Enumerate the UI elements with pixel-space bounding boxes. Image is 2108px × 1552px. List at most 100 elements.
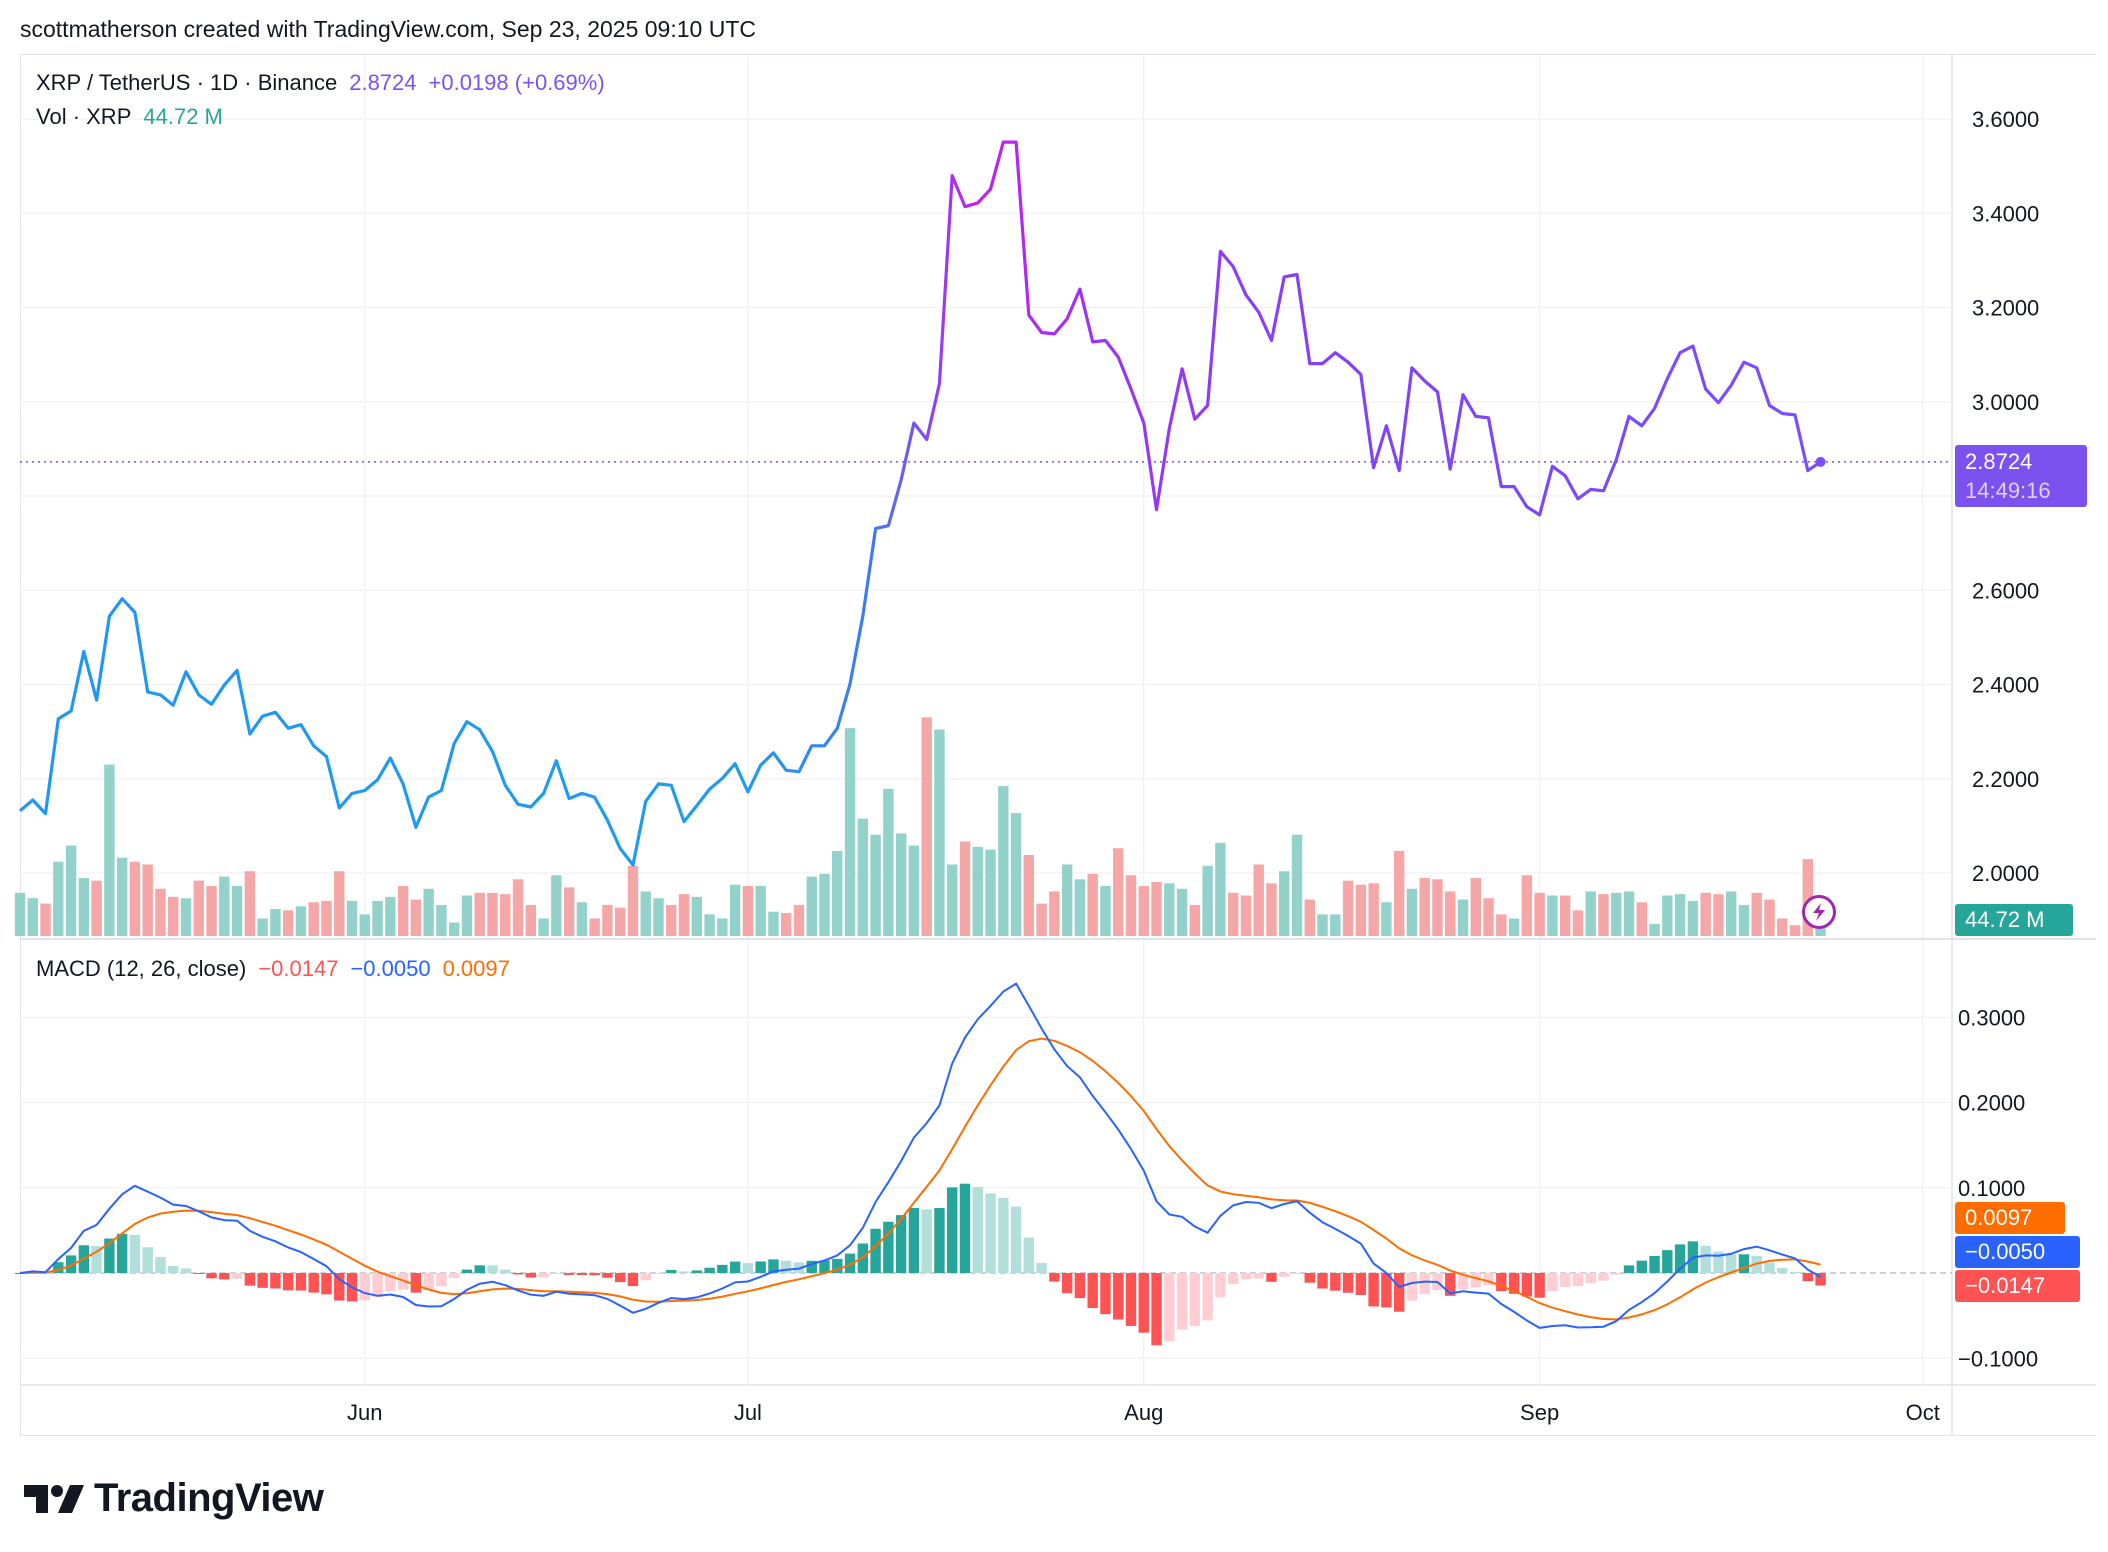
macd-histogram-bar: [65, 1255, 77, 1273]
volume-bar: [1725, 891, 1737, 936]
volume-bar: [206, 886, 217, 936]
volume-bar: [1061, 864, 1073, 936]
macd-histogram-bar: [1457, 1273, 1469, 1290]
macd-histogram-bar: [1061, 1273, 1073, 1294]
volume-bar: [1521, 875, 1533, 936]
macd-histogram-bar: [461, 1269, 473, 1273]
volume-bar: [359, 914, 370, 936]
volume-bar: [397, 886, 409, 936]
volume-bar: [1074, 879, 1086, 936]
volume-bar: [1649, 923, 1660, 936]
volume-bar: [1534, 892, 1545, 936]
volume-bar: [1419, 877, 1430, 936]
macd-histogram-bar: [423, 1273, 434, 1290]
macd-histogram-bar: [1176, 1273, 1188, 1330]
volume-bar: [1777, 918, 1788, 936]
volume-bar: [653, 898, 664, 936]
volume-bar: [883, 788, 894, 936]
volume-bar: [129, 861, 141, 936]
macd-legend: MACD (12, 26, close) −0.0147 −0.0050 0.0097: [36, 956, 522, 982]
volume-value: 44.72 M: [143, 104, 223, 129]
macd-histogram-bar: [116, 1233, 128, 1273]
tradingview-logo[interactable]: TradingView: [24, 1476, 324, 1521]
macd-histogram-bar: [448, 1273, 460, 1278]
macd-histogram-bar: [512, 1273, 524, 1275]
macd-histogram-bar: [1649, 1255, 1660, 1273]
macd-histogram-bar: [1521, 1273, 1533, 1297]
volume-bar: [1662, 895, 1673, 936]
price-tick-label: 3.0000: [1972, 390, 2039, 415]
volume-bar: [781, 913, 792, 936]
volume-bar: [1598, 894, 1609, 936]
chart-frame: [20, 54, 2096, 1436]
volume-bar: [308, 902, 319, 936]
macd-histogram-bar: [589, 1273, 600, 1276]
logo-text: TradingView: [94, 1476, 324, 1520]
volume-bar: [180, 898, 192, 936]
macd-histogram-bar: [704, 1267, 715, 1273]
macd-histogram-bar: [1789, 1271, 1801, 1273]
volume-bar: [1125, 875, 1137, 936]
macd-histogram-bar: [1291, 1273, 1303, 1274]
macd-histogram-bar: [1074, 1273, 1086, 1299]
macd-histogram-bar: [1113, 1273, 1124, 1320]
macd-tick-label: 0.3000: [1958, 1005, 2025, 1030]
chart-credit: scottmatherson created with TradingView.…: [20, 16, 756, 42]
volume-bar: [691, 896, 703, 936]
volume-bar: [947, 864, 958, 936]
volume-bar: [1010, 813, 1022, 936]
macd-histogram-bar: [1100, 1273, 1111, 1315]
macd-tick-label: −0.1000: [1958, 1346, 2038, 1371]
macd-histogram-bar: [129, 1234, 141, 1273]
macd-histogram-bar: [1445, 1273, 1456, 1296]
volume-bar: [640, 891, 651, 936]
lightning-icon[interactable]: [1802, 895, 1836, 929]
macd-histogram-bar: [1406, 1273, 1418, 1301]
macd-histogram-bar: [1585, 1273, 1596, 1284]
macd-histogram-bar: [14, 1273, 26, 1274]
volume-bar: [857, 818, 869, 936]
macd-histogram-bar: [219, 1273, 230, 1280]
volume-bar: [1764, 899, 1775, 936]
macd-histogram-bar: [895, 1215, 907, 1273]
volume-bar: [1036, 903, 1047, 936]
volume-bar: [1368, 883, 1379, 936]
volume-bar: [1789, 925, 1801, 936]
symbol-label[interactable]: XRP / TetherUS · 1D · Binance: [36, 70, 338, 95]
volume-bar: [1202, 865, 1213, 936]
macd-histogram-bar: [691, 1270, 703, 1273]
volume-bar: [1330, 914, 1341, 936]
volume-bar: [1049, 891, 1060, 936]
volume-bar: [895, 833, 907, 936]
macd-histogram-bar: [1738, 1254, 1750, 1273]
volume-bar: [104, 764, 115, 936]
macd-histogram-bar: [1049, 1273, 1060, 1282]
macd-histogram-bar: [729, 1261, 741, 1273]
macd-histogram-bar: [142, 1247, 153, 1273]
price-tick-label: 2.4000: [1972, 673, 2039, 698]
macd-histogram-bar: [1266, 1273, 1277, 1282]
volume-bar: [1176, 888, 1188, 936]
macd-line-badge: −0.0050: [1955, 1236, 2080, 1268]
time-tick-label: Sep: [1520, 1400, 1559, 1425]
volume-bar: [1636, 902, 1647, 936]
price-badge: 2.8724 14:49:16: [1955, 445, 2087, 507]
volume-bar: [1457, 899, 1469, 936]
volume-bar: [844, 728, 856, 936]
macd-histogram-bar: [1496, 1273, 1507, 1292]
macd-histogram-bar: [193, 1273, 204, 1274]
macd-histogram-bar: [231, 1273, 243, 1279]
macd-label[interactable]: MACD (12, 26, close): [36, 956, 247, 981]
volume-label[interactable]: Vol · XRP: [36, 104, 132, 129]
macd-histogram-bar: [1164, 1273, 1175, 1342]
volume-bar: [346, 900, 358, 936]
macd-histogram-bar: [91, 1246, 102, 1273]
volume-bar: [193, 880, 204, 936]
volume-bar: [1559, 895, 1571, 936]
macd-histogram-bar: [308, 1273, 319, 1293]
volume-bar: [1751, 892, 1762, 936]
volume-bar: [487, 892, 498, 936]
macd-histogram-bar: [1764, 1262, 1775, 1273]
volume-bar: [257, 918, 268, 936]
